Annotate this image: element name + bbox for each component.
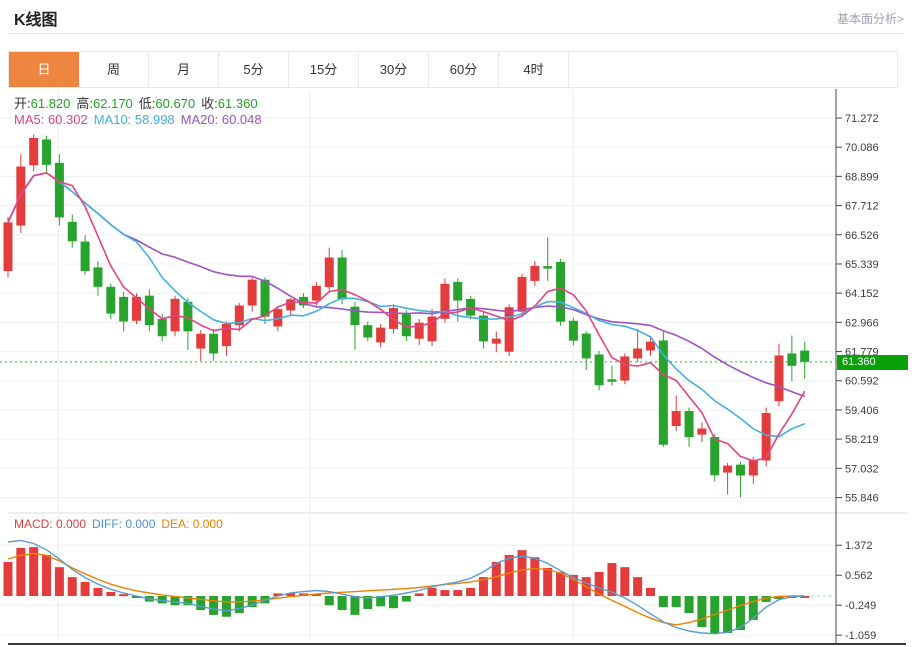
- tab-period-3[interactable]: 5分: [219, 52, 289, 87]
- ohlc-info-row: 开:61.820 高:62.170 低:60.670 收:61.360: [14, 93, 264, 112]
- macd-axis-label: 1.372: [845, 540, 873, 552]
- y-axis-label: 60.592: [845, 376, 879, 388]
- ohlc-item-3: 收:61.360: [201, 96, 258, 111]
- y-axis-label: 55.846: [845, 492, 879, 504]
- ma-info-row: MA5: 60.302 MA10: 58.998 MA20: 60.048: [14, 112, 268, 127]
- tab-period-2[interactable]: 月: [149, 52, 219, 87]
- tab-period-1[interactable]: 周: [79, 52, 149, 87]
- kline-chart[interactable]: [0, 88, 836, 645]
- tab-period-5[interactable]: 30分: [359, 52, 429, 87]
- fundamental-analysis-link[interactable]: 基本面分析>: [836, 12, 904, 26]
- period-tab-bar: 日周月 5分 15分 30分 60分 4时: [8, 51, 898, 88]
- ma-item-1: MA10: 58.998: [93, 112, 175, 127]
- macd-info-row: MACD: 0.000 DIFF: 0.000 DEA: 0.000: [14, 517, 229, 531]
- y-axis-label: 70.086: [845, 142, 879, 154]
- tab-period-6[interactable]: 60分: [429, 52, 499, 87]
- macd-item-2: DEA: 0.000: [161, 517, 223, 531]
- macd-axis-label: -0.249: [845, 600, 876, 612]
- page-title: K线图: [14, 12, 58, 29]
- ohlc-item-0: 开:61.820: [14, 96, 71, 111]
- y-axis-label: 59.406: [845, 405, 879, 417]
- y-axis-label: 67.712: [845, 201, 879, 213]
- y-axis-label: 64.152: [845, 288, 879, 300]
- tab-period-0[interactable]: 日: [9, 52, 79, 87]
- y-axis-label: 66.526: [845, 230, 879, 242]
- y-axis-label: 57.032: [845, 463, 879, 475]
- y-axis-label: 68.899: [845, 171, 879, 183]
- ohlc-item-1: 高:62.170: [76, 96, 133, 111]
- macd-item-1: DIFF: 0.000: [92, 517, 156, 531]
- header-divider: [8, 33, 904, 34]
- ma-item-0: MA5: 60.302: [14, 112, 88, 127]
- y-axis-label: 58.219: [845, 434, 879, 446]
- ma-item-2: MA20: 60.048: [180, 112, 262, 127]
- y-axis-label: 65.339: [845, 259, 879, 271]
- tab-period-4[interactable]: 15分: [289, 52, 359, 87]
- current-price-tag: 61.360: [837, 355, 908, 370]
- y-axis-label: 71.272: [845, 113, 879, 125]
- macd-axis-label: -1.059: [845, 630, 876, 642]
- macd-axis-label: 0.562: [845, 570, 873, 582]
- tab-period-7[interactable]: 4时: [499, 52, 569, 87]
- y-axis-label: 62.966: [845, 317, 879, 329]
- macd-item-0: MACD: 0.000: [14, 517, 87, 531]
- ohlc-item-2: 低:60.670: [138, 96, 196, 111]
